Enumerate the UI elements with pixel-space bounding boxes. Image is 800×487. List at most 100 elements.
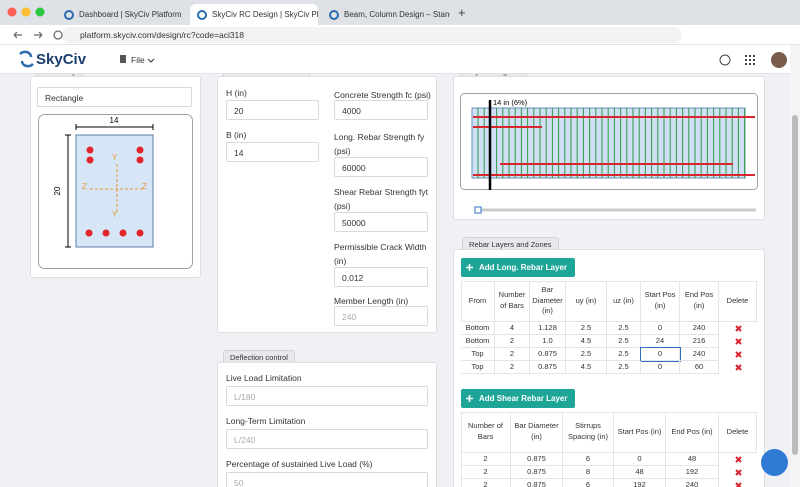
table — [461, 412, 757, 487]
table-cell[interactable]: 48 — [666, 453, 719, 466]
table-cell[interactable]: 0.875 — [511, 479, 563, 487]
table-cell[interactable]: 8 — [563, 466, 614, 479]
file-icon — [120, 55, 126, 63]
cut-label: 14 in (6%) — [493, 98, 528, 107]
delete — [734, 338, 742, 345]
table-cell[interactable]: Bottom — [461, 322, 495, 335]
avatar — [771, 52, 787, 68]
table-cell[interactable]: 24 — [641, 335, 680, 348]
table-cell[interactable]: 2 — [495, 335, 530, 348]
table-cell[interactable]: 0 — [640, 347, 681, 362]
button-text[interactable]: Add Long. Rebar Layer — [479, 263, 568, 272]
field-label: Shear Rebar Strength fyt (psi) — [334, 187, 429, 212]
select[interactable]: L/240 — [226, 429, 428, 449]
table-cell[interactable]: 192 — [666, 466, 719, 479]
browser-tab[interactable]: Dashboard | SkyCiv Platform — [79, 10, 182, 19]
skyciv-icon — [197, 10, 207, 20]
rebar-panel — [453, 249, 765, 487]
table-cell[interactable]: 0.875 — [511, 453, 563, 466]
table-cell[interactable]: 6 — [563, 479, 614, 487]
table-cell[interactable]: 2.5 — [607, 348, 641, 361]
new-tab: + — [458, 5, 466, 20]
skyciv-icon — [329, 10, 339, 20]
scrollbar — [790, 45, 800, 487]
table-cell[interactable]: 2.5 — [607, 335, 641, 348]
table-cell[interactable]: 0.875 — [530, 361, 566, 374]
table-cell[interactable]: 2 — [461, 479, 511, 487]
table-cell[interactable]: 1.128 — [530, 322, 566, 335]
table-cell[interactable]: 2 — [461, 453, 511, 466]
window-dot — [35, 7, 45, 17]
section-drawing: 14 20 Y Y Z Z — [38, 114, 193, 269]
table-cell[interactable]: 216 — [680, 335, 719, 348]
table-cell[interactable]: 48 — [614, 466, 666, 479]
header-cell: Bar Diameter (in) — [530, 281, 566, 322]
header-cell: Start Pos (in) — [641, 281, 680, 322]
input[interactable]: 240 — [334, 306, 428, 326]
omnibox[interactable] — [62, 27, 682, 43]
header-cell: uz (in) — [607, 281, 641, 322]
table-cell[interactable]: 2 — [495, 348, 530, 361]
field-label: B (in) — [226, 130, 247, 140]
table-cell[interactable]: Top — [461, 348, 495, 361]
input[interactable]: 20 — [226, 100, 319, 120]
chat-button[interactable] — [761, 449, 788, 476]
table-cell[interactable]: 240 — [666, 479, 719, 487]
axis-z-right: Z — [142, 182, 147, 191]
header-cell: Delete — [719, 281, 757, 322]
delete-icon — [734, 482, 742, 487]
logo-mark — [19, 50, 34, 68]
browser-tab[interactable]: Beam, Column Design – Standa — [344, 10, 450, 19]
delete-icon — [734, 364, 742, 371]
table-cell[interactable]: 60 — [680, 361, 719, 374]
table-cell[interactable]: 1.0 — [530, 335, 566, 348]
button-text[interactable]: Add Shear Rebar Layer — [479, 394, 568, 403]
table-cell[interactable]: 4.5 — [566, 335, 607, 348]
window-controls: + — [7, 5, 466, 40]
table-cell[interactable]: 0 — [641, 361, 680, 374]
url[interactable]: platform.skyciv.com/design/rc?code=aci31… — [80, 30, 245, 40]
table-cell[interactable]: 2.5 — [607, 361, 641, 374]
select[interactable]: L/180 — [226, 386, 428, 406]
table-cell[interactable]: 4.5 — [566, 361, 607, 374]
header-cell: Stirrups Spacing (in) — [563, 412, 614, 453]
add-button[interactable]: Add Long. Rebar Layer — [461, 258, 576, 277]
input[interactable]: 4000 — [334, 100, 428, 120]
table-cell[interactable]: Top — [461, 361, 495, 374]
caret — [147, 58, 155, 63]
apps-dot — [745, 63, 747, 65]
select[interactable]: Rectangle — [37, 87, 192, 107]
table-cell[interactable]: 240 — [680, 322, 719, 335]
header-cell: End Pos (in) — [680, 281, 719, 322]
apps-dot — [753, 63, 755, 65]
table-cell[interactable]: 2.5 — [607, 322, 641, 335]
add-button[interactable]: Add Shear Rebar Layer — [461, 389, 576, 408]
apps-dot — [753, 59, 755, 61]
table-cell[interactable]: 2.5 — [566, 322, 607, 335]
input[interactable]: 0.012 — [334, 267, 428, 287]
table-cell[interactable]: 0 — [614, 453, 666, 466]
section — [75, 134, 154, 248]
tab-icon — [197, 10, 207, 20]
plus-icon — [466, 264, 473, 271]
table-cell[interactable]: 4 — [495, 322, 530, 335]
table-cell[interactable]: 6 — [563, 453, 614, 466]
table-cell[interactable]: Bottom — [461, 335, 495, 348]
table-cell[interactable]: 0.875 — [530, 348, 566, 361]
header-cell: End Pos (in) — [666, 412, 719, 453]
rebar-dot — [119, 229, 127, 237]
browser-tab[interactable]: SkyCiv RC Design | SkyCiv Pla — [190, 4, 318, 25]
table-cell[interactable]: 2 — [495, 361, 530, 374]
table-cell[interactable]: 192 — [614, 479, 666, 487]
scroll-thumb[interactable] — [792, 115, 798, 455]
table-cell[interactable]: 2.5 — [566, 348, 607, 361]
input[interactable]: 50000 — [334, 212, 428, 232]
input[interactable]: 14 — [226, 142, 319, 162]
table-cell[interactable]: 0.875 — [511, 466, 563, 479]
table-cell[interactable]: 0 — [641, 322, 680, 335]
input[interactable]: 50 — [226, 472, 428, 487]
table-cell[interactable]: 240 — [680, 348, 719, 361]
field-label: Member Length (in) — [334, 296, 409, 306]
input[interactable]: 60000 — [334, 157, 428, 177]
table-cell[interactable]: 2 — [461, 466, 511, 479]
